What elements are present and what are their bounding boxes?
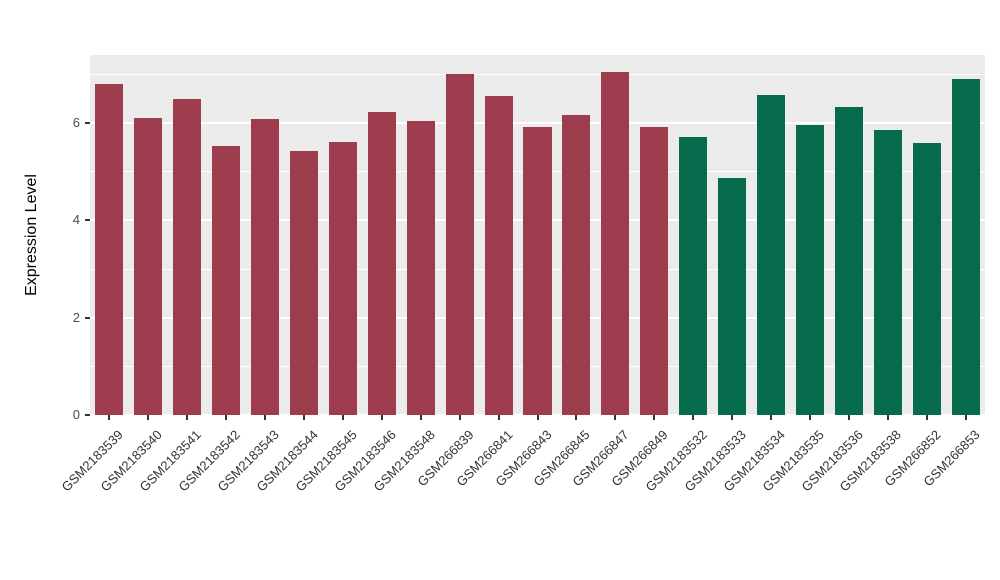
y-tick-label: 0 xyxy=(72,407,80,422)
x-tick-mark xyxy=(653,415,656,420)
x-tick-mark xyxy=(731,415,734,420)
y-tick-mark xyxy=(85,414,90,416)
gridline-major xyxy=(90,122,985,125)
bar xyxy=(134,118,163,415)
bar xyxy=(912,142,941,415)
bar xyxy=(523,126,552,415)
x-tick-mark xyxy=(458,415,461,420)
bar xyxy=(756,95,785,415)
y-tick-mark xyxy=(85,122,90,125)
bar xyxy=(251,119,280,415)
x-tick-mark xyxy=(808,415,811,420)
bar xyxy=(367,112,396,415)
bar xyxy=(679,136,708,415)
plot-panel xyxy=(90,55,985,415)
bar xyxy=(406,120,435,415)
x-tick-mark xyxy=(341,415,344,420)
bar xyxy=(834,107,863,415)
x-tick-mark xyxy=(536,415,539,420)
bar xyxy=(95,84,124,415)
x-tick-mark xyxy=(108,415,111,420)
x-tick-mark xyxy=(303,415,306,420)
x-tick-mark xyxy=(147,415,150,420)
bar xyxy=(640,127,669,415)
y-tick-mark xyxy=(85,219,90,222)
x-tick-mark xyxy=(225,415,228,420)
x-tick-mark xyxy=(886,415,889,420)
x-tick-mark xyxy=(575,415,578,420)
bar xyxy=(601,71,630,415)
bar xyxy=(212,146,241,415)
x-tick-mark xyxy=(419,415,422,420)
x-tick-mark xyxy=(925,415,928,420)
bar xyxy=(290,151,319,415)
x-tick-mark xyxy=(264,415,267,420)
gridline-minor xyxy=(90,73,985,75)
x-tick-mark xyxy=(964,415,967,420)
x-tick-mark xyxy=(614,415,617,420)
bar xyxy=(795,124,824,415)
bar xyxy=(951,79,980,415)
bar xyxy=(562,115,591,415)
y-tick-label: 4 xyxy=(72,212,80,228)
bar xyxy=(445,73,474,415)
y-axis-title: Expression Level xyxy=(23,174,40,296)
bar xyxy=(718,177,747,415)
bar xyxy=(873,130,902,415)
x-tick-mark xyxy=(692,415,695,420)
y-tick-label: 6 xyxy=(72,115,80,131)
x-tick-mark xyxy=(380,415,383,420)
bar xyxy=(484,96,513,415)
x-tick-mark xyxy=(769,415,772,420)
x-tick-mark xyxy=(497,415,500,420)
x-tick-mark xyxy=(847,415,850,420)
y-tick-mark xyxy=(85,316,90,319)
bar xyxy=(173,98,202,415)
x-tick-mark xyxy=(186,415,189,420)
bar xyxy=(328,141,357,415)
y-tick-label: 2 xyxy=(72,309,80,325)
